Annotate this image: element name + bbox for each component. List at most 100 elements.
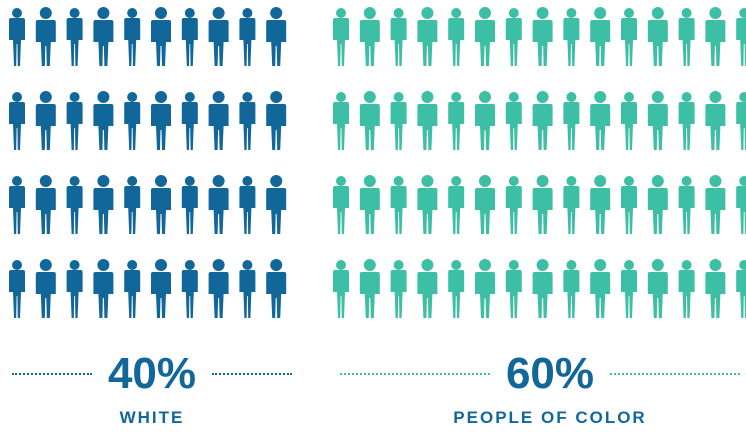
people-of-color-figure xyxy=(448,8,465,66)
people-of-color-figure xyxy=(417,91,438,150)
people-of-color-figure xyxy=(448,176,465,234)
white-figure xyxy=(66,176,83,234)
people-of-color-figure xyxy=(621,92,637,150)
people-of-color-figure xyxy=(678,8,695,66)
people-of-color-figure xyxy=(390,176,407,234)
white-figure xyxy=(208,175,229,234)
people-of-color-figure xyxy=(448,92,465,150)
white-figure xyxy=(66,92,83,150)
white-right-divider xyxy=(212,373,292,375)
people-of-color-figure xyxy=(736,92,746,150)
white-figure xyxy=(35,175,56,234)
people-of-color-figure xyxy=(678,260,695,318)
white-figure xyxy=(93,175,114,234)
white-figure xyxy=(9,176,25,234)
people-of-color-figure xyxy=(621,260,637,318)
people-of-color-figure xyxy=(532,91,553,150)
people-of-color-figure xyxy=(590,259,611,318)
white-figure xyxy=(151,7,171,66)
people-of-color-figure xyxy=(417,7,438,66)
people-of-color-figure xyxy=(359,7,380,66)
people-of-color-figure xyxy=(678,92,695,150)
people-of-color-figure xyxy=(333,92,349,150)
people-of-color-figure xyxy=(532,175,553,234)
people-of-color-figure xyxy=(359,91,380,150)
people-of-color-figure xyxy=(333,176,349,234)
people-of-color-figure xyxy=(475,7,495,66)
people-of-color-figure xyxy=(417,175,438,234)
poc-right-divider xyxy=(610,373,740,375)
people-of-color-figure xyxy=(590,7,611,66)
people-of-color-figure xyxy=(621,176,637,234)
white-figure xyxy=(239,176,256,234)
people-of-color-figure xyxy=(590,175,611,234)
people-of-color-figure xyxy=(532,259,553,318)
people-of-color-figure xyxy=(647,91,668,150)
white-figure xyxy=(93,91,114,150)
people-of-color-figure xyxy=(705,259,726,318)
people-of-color-figure xyxy=(736,8,746,66)
white-figure xyxy=(124,176,141,234)
people-of-color-figure xyxy=(705,175,726,234)
people-of-color-figure xyxy=(448,260,465,318)
people-of-color-figure xyxy=(563,92,580,150)
white-percent: 40% xyxy=(107,349,197,398)
people-of-color-figure xyxy=(563,8,580,66)
people-of-color-figure xyxy=(390,92,407,150)
people-of-color-figure xyxy=(505,260,522,318)
white-figure xyxy=(239,92,256,150)
people-of-color-figure xyxy=(475,259,495,318)
white-figure xyxy=(208,91,229,150)
people-of-color-figure xyxy=(417,259,438,318)
white-figure xyxy=(124,92,141,150)
white-figure xyxy=(66,260,83,318)
poc-left-divider xyxy=(340,373,490,375)
people-of-color-figure xyxy=(333,260,349,318)
white-figure xyxy=(9,8,25,66)
white-figure xyxy=(181,260,198,318)
white-label: WHITE xyxy=(119,408,185,427)
white-figure xyxy=(35,7,56,66)
white-figure xyxy=(9,260,25,318)
white-figure xyxy=(208,259,229,318)
people-of-color-figure xyxy=(505,92,522,150)
white-figure xyxy=(151,175,171,234)
people-of-color-figure xyxy=(333,8,349,66)
people-of-color-figure xyxy=(705,91,726,150)
white-figure xyxy=(239,260,256,318)
white-figure xyxy=(266,175,287,234)
people-of-color-figure xyxy=(736,176,746,234)
people-of-color-figure xyxy=(390,260,407,318)
white-figure xyxy=(93,259,114,318)
white-figure xyxy=(208,7,229,66)
people-of-color-figure xyxy=(705,7,726,66)
white-figure xyxy=(151,259,171,318)
white-figure xyxy=(35,259,56,318)
people-of-color-figures xyxy=(333,7,746,318)
poc-label: PEOPLE OF COLOR xyxy=(453,408,647,427)
people-of-color-figure xyxy=(647,7,668,66)
people-of-color-figure xyxy=(678,176,695,234)
figure-grid xyxy=(9,7,746,318)
people-of-color-figure xyxy=(563,176,580,234)
white-figure xyxy=(266,259,287,318)
white-figure xyxy=(124,260,141,318)
people-of-color-figure xyxy=(647,259,668,318)
people-of-color-figure xyxy=(647,175,668,234)
white-figure xyxy=(266,91,287,150)
people-of-color-figure xyxy=(359,259,380,318)
people-of-color-figure xyxy=(505,176,522,234)
white-figure xyxy=(151,91,171,150)
people-of-color-figure xyxy=(505,8,522,66)
white-figure xyxy=(66,8,83,66)
white-figure xyxy=(181,92,198,150)
white-figure xyxy=(35,91,56,150)
people-of-color-figure xyxy=(359,175,380,234)
people-of-color-figure xyxy=(621,8,637,66)
people-of-color-figure xyxy=(736,260,746,318)
white-figure xyxy=(266,7,287,66)
people-of-color-figure xyxy=(475,91,495,150)
people-of-color-figure xyxy=(475,175,495,234)
people-of-color-figure xyxy=(563,260,580,318)
